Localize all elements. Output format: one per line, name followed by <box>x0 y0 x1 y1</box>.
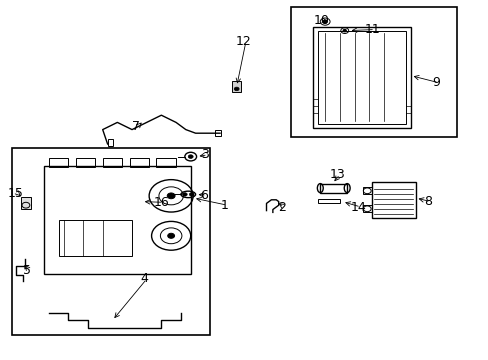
Bar <box>317 31 405 124</box>
Bar <box>362 205 371 212</box>
Bar <box>59 220 132 256</box>
Bar <box>129 158 149 167</box>
Bar <box>232 81 241 92</box>
Bar <box>20 197 31 209</box>
Circle shape <box>188 155 193 158</box>
Circle shape <box>343 30 346 32</box>
Bar <box>76 158 95 167</box>
Text: 3: 3 <box>201 148 209 161</box>
Circle shape <box>182 193 187 196</box>
Text: 16: 16 <box>153 196 169 209</box>
Circle shape <box>323 20 326 23</box>
Circle shape <box>167 233 174 238</box>
Bar <box>371 182 415 218</box>
Text: 13: 13 <box>329 168 345 181</box>
Bar <box>49 158 68 167</box>
Bar <box>312 27 410 128</box>
Bar <box>290 7 456 137</box>
Text: 1: 1 <box>221 199 228 212</box>
Bar <box>317 199 339 203</box>
Text: 14: 14 <box>350 201 366 213</box>
Bar <box>362 187 371 194</box>
Text: 8: 8 <box>424 195 431 208</box>
Bar <box>102 158 122 167</box>
Circle shape <box>189 193 194 196</box>
Text: 6: 6 <box>200 189 208 202</box>
Text: 15: 15 <box>8 187 23 200</box>
Text: 5: 5 <box>23 264 31 277</box>
Circle shape <box>167 193 175 199</box>
Text: 9: 9 <box>432 76 440 89</box>
Bar <box>107 139 113 146</box>
Text: 12: 12 <box>235 35 251 48</box>
Text: 10: 10 <box>313 14 328 27</box>
Text: 11: 11 <box>364 23 380 36</box>
Bar <box>44 166 190 274</box>
Bar <box>215 130 221 136</box>
Text: 7: 7 <box>132 120 140 132</box>
Bar <box>320 184 346 193</box>
Circle shape <box>234 87 239 91</box>
Bar <box>156 158 176 167</box>
Text: 4: 4 <box>140 273 148 285</box>
Text: 2: 2 <box>277 201 285 213</box>
Bar <box>12 148 210 335</box>
